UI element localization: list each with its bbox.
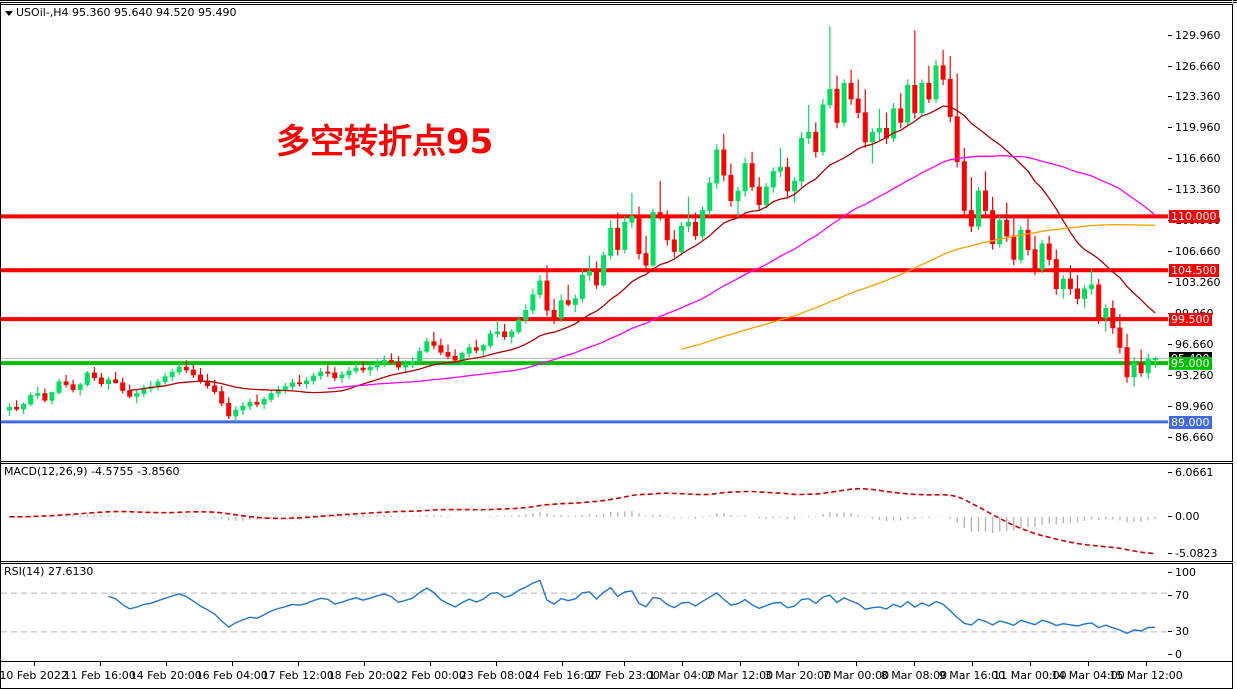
time-tick-label: 11 Feb 16:00 [63,669,136,682]
macd-tick-label: -5.0823 [1175,547,1218,560]
time-tick-label: 11 Mar 00:00 [993,669,1067,682]
price-tick-label: 113.360 [1175,183,1221,196]
macd-panel[interactable] [0,463,1169,562]
tick-mark [1168,437,1172,438]
time-tick [297,662,299,666]
time-tick [165,662,167,666]
tick-mark [1168,66,1172,67]
macd-axis: 6.0661 0.00 -5.0823 [1168,463,1233,562]
time-axis: 10 Feb 2022 11 Feb 16:00 14 Feb 20:00 16 Fe… [0,662,1233,689]
price-tick-label: 86.660 [1175,431,1214,444]
time-tick [681,662,683,666]
price-tick-label: 103.260 [1175,276,1221,289]
time-tick-label: 7 Mar 00:00 [822,669,890,682]
tick-mark [1168,344,1172,345]
rsi-tick-label: 70 [1175,589,1189,602]
time-tick [33,662,35,666]
price-chart-panel[interactable] [0,4,1169,462]
time-tick-label: 14 Feb 20:00 [129,669,202,682]
price-tick-label: 106.660 [1175,245,1221,258]
time-tick [429,662,431,666]
time-tick [561,662,563,666]
price-tick-label: 116.660 [1175,152,1221,165]
time-tick [363,662,365,666]
time-tick-label: 3 Mar 20:00 [764,669,832,682]
tick-mark [1168,282,1172,283]
price-axis[interactable]: 129.960 126.660 123.360 119.960 116.660 113.3… [1168,4,1233,462]
rsi-plot [1,579,1168,635]
tick-mark [1168,654,1172,655]
tick-mark [1168,406,1172,407]
time-tick [99,662,101,666]
rsi-tick-label: 30 [1175,625,1189,638]
time-tick [971,662,973,666]
time-tick-label: 18 Feb 20:00 [327,669,400,682]
time-tick-label: 17 Feb 12:00 [261,669,334,682]
price-tick-label: 93.260 [1175,369,1214,382]
time-tick-label: 24 Feb 16:00 [525,669,598,682]
rsi-panel[interactable] [0,563,1169,662]
price-tick-label: 123.360 [1175,90,1221,103]
window-top-border [0,0,1237,3]
symbol-title: USOil-,H4 95.360 95.640 94.520 95.490 [16,6,237,19]
price-tick-label: 96.660 [1175,338,1214,351]
time-tick-label: 16 Feb 04:00 [195,669,268,682]
time-tick-label: 1 Mar 04:00 [648,669,716,682]
time-tick [855,662,857,666]
level-badge-pivot-95[interactable]: 95.000 [1169,357,1212,371]
level-badge-resistance-104-5[interactable]: 104.500 [1169,264,1219,278]
time-tick [797,662,799,666]
time-tick [1029,662,1031,666]
chart-annotation-text: 多空转折点95 [276,122,494,162]
tick-mark [1168,516,1172,517]
tick-mark [1168,251,1172,252]
level-badge-support-89[interactable]: 89.000 [1169,415,1212,429]
time-tick [495,662,497,666]
tick-mark [1168,375,1172,376]
macd-plot [9,487,1157,555]
time-tick-label: 2 Mar 12:00 [706,669,774,682]
price-tick-label: 129.960 [1175,29,1221,42]
tick-mark [1168,189,1172,190]
level-badge-resistance-99-5[interactable]: 99.500 [1169,313,1212,327]
tick-mark [1168,572,1172,573]
time-tick-label: 23 Feb 08:00 [459,669,532,682]
rsi-axis: 100 70 30 0 [1168,563,1233,662]
tick-mark [1168,96,1172,97]
time-tick [623,662,625,666]
price-tick-label: 119.960 [1175,121,1221,134]
rsi-tick-label: 0 [1175,648,1182,661]
rsi-tick-label: 100 [1175,566,1196,579]
level-badge-resistance-110[interactable]: 110.000 [1169,210,1219,224]
time-tick-label: 14 Mar 04:00 [1051,669,1125,682]
tick-mark [1168,631,1172,632]
macd-tick-label: 0.00 [1175,510,1200,523]
time-tick-label: 9 Mar 16:00 [938,669,1006,682]
tick-mark [1168,472,1172,473]
rsi-title: RSI(14) 27.6130 [4,565,94,578]
tick-mark [1168,158,1172,159]
time-tick [1087,662,1089,666]
tick-mark [1168,595,1172,596]
time-tick-label: 22 Feb 00:00 [393,669,466,682]
tick-mark [1168,553,1172,554]
symbol-dropdown-caret[interactable] [5,11,13,16]
time-tick [1145,662,1147,666]
tick-mark [1168,127,1172,128]
time-tick [913,662,915,666]
time-tick-label: 8 Mar 08:00 [880,669,948,682]
time-tick [739,662,741,666]
price-tick-label: 89.960 [1175,400,1214,413]
time-tick-label: 27 Feb 23:00 [587,669,660,682]
tick-mark [1168,35,1172,36]
time-tick [231,662,233,666]
price-plot [1,26,1168,424]
macd-title: MACD(12,26,9) -4.5755 -3.8560 [4,465,180,478]
macd-tick-label: 6.0661 [1175,466,1214,479]
price-tick-label: 126.660 [1175,60,1221,73]
time-tick-label: 15 Mar 12:00 [1109,669,1183,682]
time-tick-label: 10 Feb 2022 [0,669,68,682]
